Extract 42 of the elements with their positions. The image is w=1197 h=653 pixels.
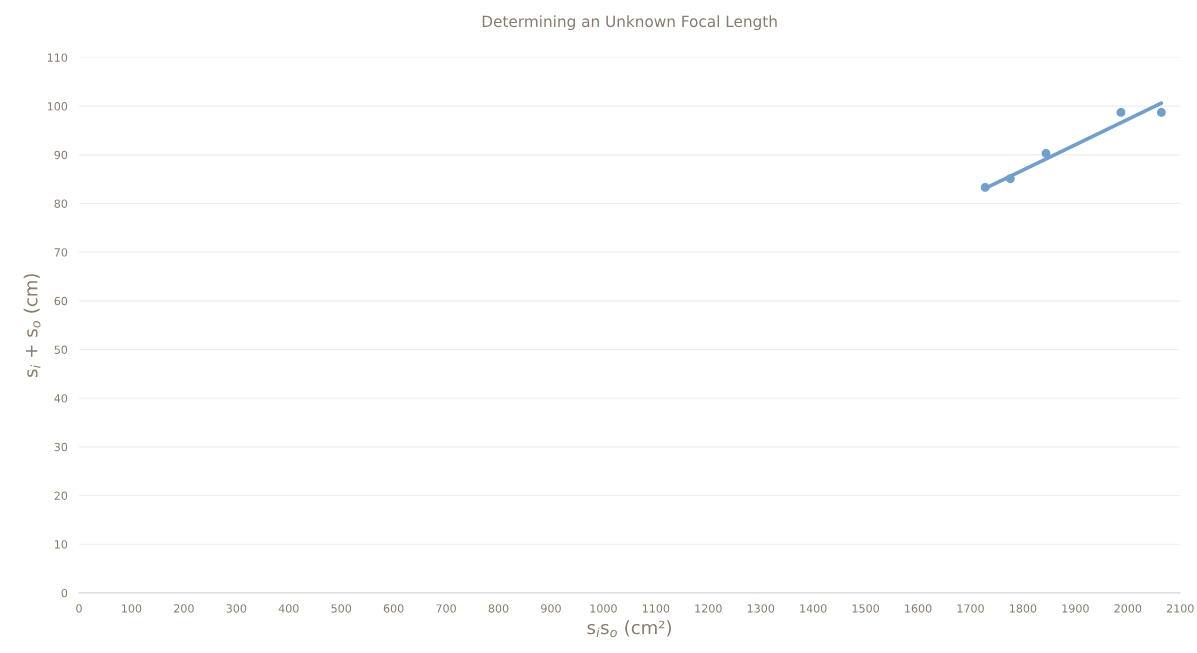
y-tick-label: 80: [54, 199, 68, 208]
x-tick-label: 2000: [1114, 604, 1142, 613]
x-tick-label: 600: [383, 604, 404, 613]
y-tick-label: 70: [54, 248, 68, 257]
x-tick-label: 300: [226, 604, 247, 613]
x-tick-label: 1900: [1062, 604, 1089, 613]
y-tick-label: 50: [54, 345, 68, 354]
x-tick-label: 500: [331, 604, 352, 613]
point: [1041, 148, 1051, 158]
x-tick-label: 400: [278, 604, 299, 613]
x-tick-label: 1700: [957, 604, 984, 613]
y-tick-label: 20: [54, 491, 68, 500]
x-tick-label: 1300: [747, 604, 775, 613]
x-tick-label: 1000: [590, 604, 617, 613]
x-tick-label: 800: [488, 604, 509, 613]
x-axis-title: s$_{i}$s$_{o}$ (cm²): [587, 620, 671, 638]
x-tick-label: 1500: [852, 604, 879, 613]
y-tick-label: 90: [54, 150, 68, 160]
x-tick-label: 1100: [642, 604, 670, 613]
x-tick-label: 1800: [1010, 604, 1037, 613]
y-axis-title: s$_{i}$ + s$_{o}$ (cm): [23, 274, 41, 377]
x-tick-label: 0: [76, 604, 82, 613]
y-tick-label: 10: [54, 540, 68, 549]
x-tick-label: 100: [122, 604, 142, 613]
point: [1116, 108, 1126, 117]
x-tick-label: 200: [174, 604, 194, 613]
x-tick-label: 1600: [905, 604, 932, 613]
point: [1005, 174, 1015, 184]
chart-title: Determining an Unknown Focal Length: [482, 15, 777, 31]
y-tick-label: 40: [54, 394, 68, 403]
point: [1156, 108, 1166, 117]
x-tick-label: 900: [541, 604, 561, 613]
y-tick-label: 100: [47, 102, 68, 111]
x-tick-label: 1400: [800, 604, 827, 613]
x-tick-label: 1200: [695, 604, 722, 613]
x-tick-label: 2100: [1166, 604, 1194, 613]
y-tick-label: 110: [47, 53, 68, 62]
y-tick-label: 30: [54, 442, 68, 452]
x-tick-label: 700: [436, 604, 456, 613]
y-tick-label: 0: [61, 588, 68, 598]
y-tick-label: 60: [54, 296, 68, 306]
point: [980, 183, 990, 192]
